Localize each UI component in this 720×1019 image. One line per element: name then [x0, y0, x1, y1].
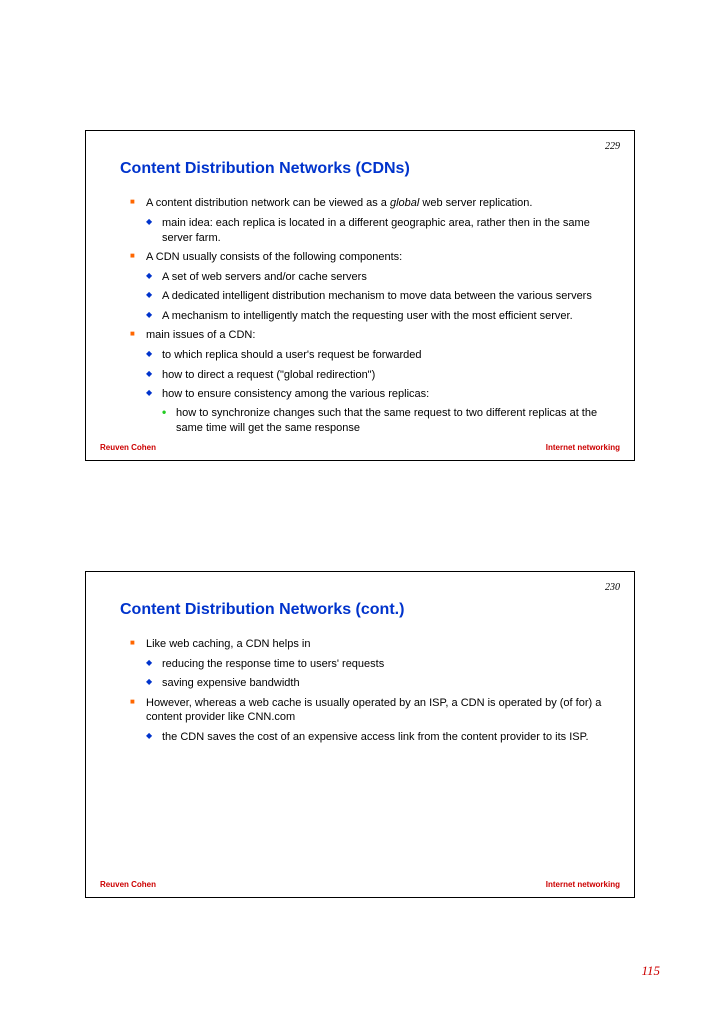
bullet-l2: to which replica should a user's request…	[146, 348, 610, 362]
bullet-l2: saving expensive bandwidth	[146, 676, 610, 690]
slide-title: Content Distribution Networks (cont.)	[120, 601, 620, 619]
text-em: global	[390, 197, 419, 209]
bullet-l1: main issues of a CDN:	[130, 328, 610, 342]
bullet-l2: reducing the response time to users' req…	[146, 657, 610, 671]
footer-left: Reuven Cohen	[100, 880, 156, 889]
slide-229: 229 Content Distribution Networks (CDNs)…	[85, 130, 635, 461]
bullet-l1: A CDN usually consists of the following …	[130, 250, 610, 264]
bullet-l2: main idea: each replica is located in a …	[146, 216, 610, 245]
text: A content distribution network can be vi…	[146, 197, 390, 209]
footer-right: Internet networking	[546, 443, 620, 452]
slide-number: 229	[100, 141, 620, 152]
bullet-l2: A mechanism to intelligently match the r…	[146, 309, 610, 323]
slide-title: Content Distribution Networks (CDNs)	[120, 160, 620, 178]
slide-230: 230 Content Distribution Networks (cont.…	[85, 571, 635, 898]
slide-content: Like web caching, a CDN helps in reducin…	[130, 637, 610, 872]
slide-footer: Reuven Cohen Internet networking	[100, 880, 620, 889]
bullet-l2: A dedicated intelligent distribution mec…	[146, 289, 610, 303]
bullet-l2: how to ensure consistency among the vari…	[146, 387, 610, 401]
bullet-l1: However, whereas a web cache is usually …	[130, 696, 610, 725]
footer-left: Reuven Cohen	[100, 443, 156, 452]
bullet-l1: A content distribution network can be vi…	[130, 196, 610, 210]
bullet-l2: the CDN saves the cost of an expensive a…	[146, 730, 610, 744]
bullet-l1: Like web caching, a CDN helps in	[130, 637, 610, 651]
slide-number: 230	[100, 582, 620, 593]
page-number: 115	[641, 963, 660, 979]
footer-right: Internet networking	[546, 880, 620, 889]
bullet-l3: how to synchronize changes such that the…	[162, 406, 610, 435]
bullet-l2: A set of web servers and/or cache server…	[146, 270, 610, 284]
text: web server replication.	[419, 197, 532, 209]
page-container: 229 Content Distribution Networks (CDNs)…	[0, 0, 720, 898]
slide-content: A content distribution network can be vi…	[130, 196, 610, 435]
bullet-l2: how to direct a request ("global redirec…	[146, 368, 610, 382]
slide-footer: Reuven Cohen Internet networking	[100, 443, 620, 452]
